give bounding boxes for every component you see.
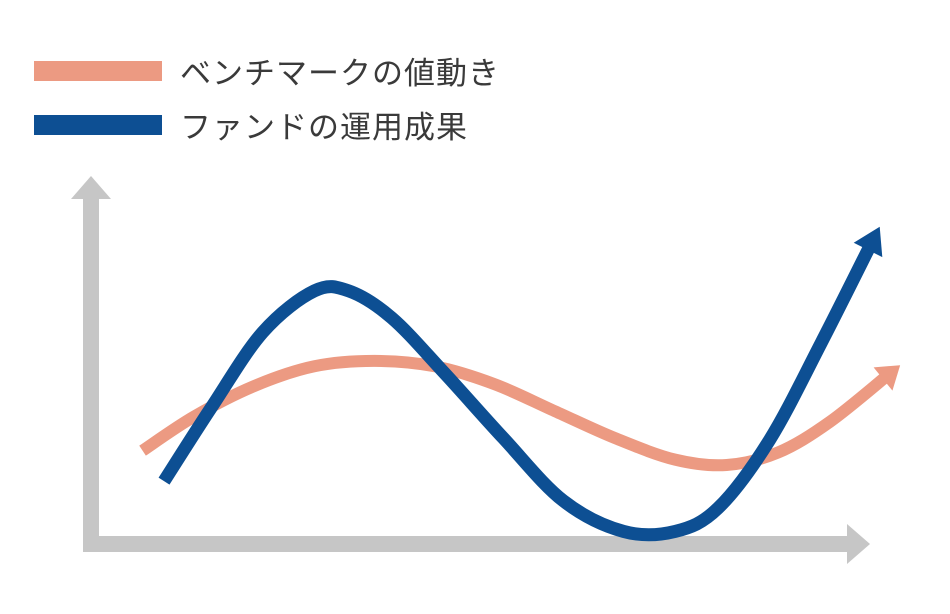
legend-swatch-fund bbox=[34, 114, 162, 135]
legend-label-benchmark: ベンチマークの値動き bbox=[180, 56, 500, 92]
y-axis-arrowhead bbox=[71, 176, 111, 199]
x-axis-arrowhead bbox=[847, 524, 870, 564]
legend-swatch-benchmark bbox=[34, 60, 162, 81]
axes bbox=[71, 176, 870, 564]
series-line-fund bbox=[158, 237, 879, 542]
series-arrowhead-fund bbox=[853, 226, 883, 258]
legend-item-benchmark: ベンチマークの値動き bbox=[34, 48, 500, 93]
series-layer bbox=[139, 226, 901, 542]
series-line-benchmark bbox=[139, 354, 894, 472]
series-arrowhead-benchmark bbox=[873, 365, 901, 391]
legend-item-fund: ファンドの運用成果 bbox=[34, 102, 468, 147]
legend-label-fund: ファンドの運用成果 bbox=[180, 110, 468, 146]
